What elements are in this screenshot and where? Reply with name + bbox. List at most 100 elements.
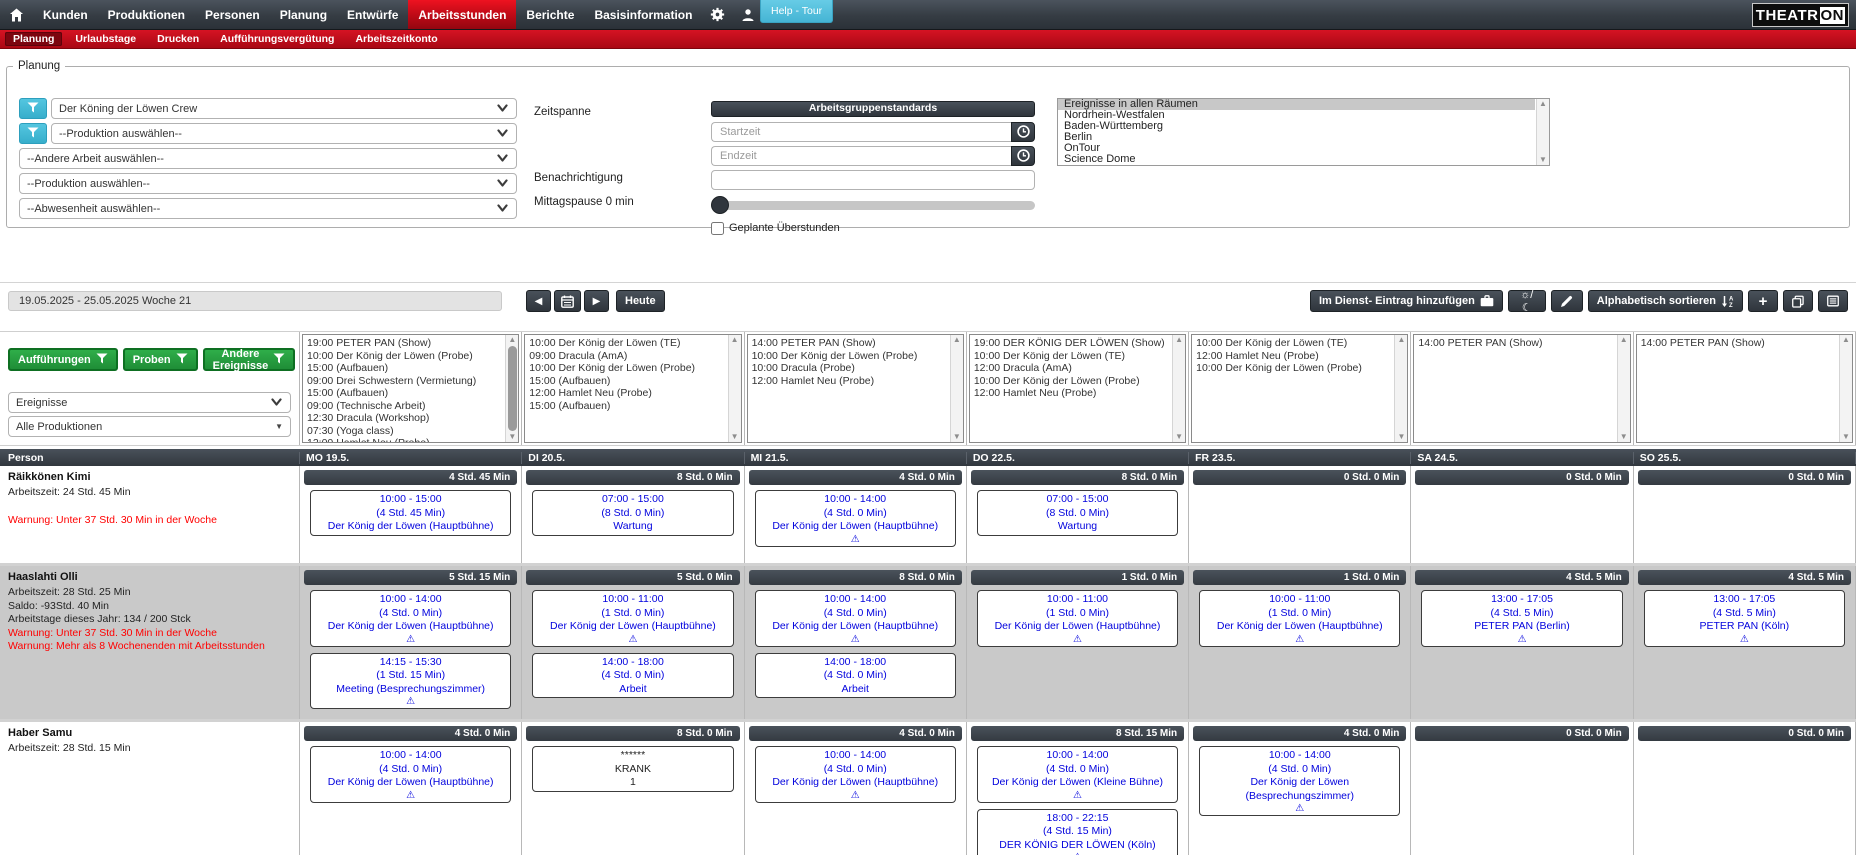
event-list-item[interactable]: 09:00 (Technische Arbeit): [307, 399, 426, 412]
schedule-entry[interactable]: 10:00 - 14:00 (4 Std. 0 Min) Der König der…: [754, 746, 956, 803]
scroll-up-icon[interactable]: ▲: [1539, 99, 1547, 108]
schedule-entry[interactable]: 10:00 - 14:00 (4 Std. 0 Min) Der König der…: [976, 746, 1179, 803]
subnav-item-drucken[interactable]: Drucken: [157, 33, 200, 45]
scroll-down-icon[interactable]: ▼: [1619, 432, 1628, 441]
schedule-entry[interactable]: 10:00 - 15:00 (4 Std. 45 Min) Der König de…: [310, 490, 512, 536]
subnav-item-planung[interactable]: Planung: [5, 32, 63, 46]
event-list-scrollbar[interactable]: ▲ ▼: [1394, 335, 1408, 442]
ueberstunden-checkbox[interactable]: [711, 221, 724, 235]
schedule-entry[interactable]: 14:00 - 18:00 (4 Std. 0 Min) Arbeit: [754, 652, 956, 698]
scroll-down-icon[interactable]: ▼: [952, 432, 961, 441]
event-list-item[interactable]: 12:00 Dracula (AmA): [973, 362, 1072, 374]
select-1-produktion-auswählen[interactable]: --Produktion auswählen--: [51, 123, 517, 144]
event-list-item[interactable]: 12:00 Hamlet Neu (Probe): [751, 374, 875, 387]
benachrichtigung-input[interactable]: [711, 169, 1035, 190]
endzeit-clock-icon[interactable]: [1011, 145, 1035, 166]
event-list-item[interactable]: 12:00 Hamlet Neu (Probe): [529, 387, 652, 399]
filter-icon-button[interactable]: [19, 123, 47, 144]
add-duty-entry-button[interactable]: Im Dienst- Eintrag hinzufügen: [1309, 290, 1503, 312]
day-event-listbox[interactable]: 14:00 PETER PAN (Show) 10:00 Der König de…: [746, 334, 964, 443]
subnav-item-urlaubstage[interactable]: Urlaubstage: [75, 33, 137, 45]
schedule-entry[interactable]: 10:00 - 14:00 (4 Std. 0 Min) Der König der…: [754, 490, 956, 547]
schedule-entry[interactable]: 10:00 - 14:00 (4 Std. 0 Min) Der König der…: [310, 746, 512, 803]
schedule-entry[interactable]: 10:00 - 11:00 (1 Std. 0 Min) Der König der…: [976, 590, 1179, 647]
schedule-entry[interactable]: 14:00 - 18:00 (4 Std. 0 Min) Arbeit: [532, 652, 734, 698]
scroll-up-icon[interactable]: ▲: [1619, 335, 1628, 344]
day-night-toggle-button[interactable]: ☼/☾: [1507, 289, 1546, 314]
schedule-entry[interactable]: 10:00 - 14:00 (4 Std. 0 Min) Der König der…: [1199, 746, 1401, 816]
schedule-entry[interactable]: 10:00 - 11:00 (1 Std. 0 Min) Der König der…: [532, 590, 734, 647]
event-list-item[interactable]: 10:00 Der König der Löwen (Probe): [1196, 362, 1362, 374]
scroll-up-icon[interactable]: ▲: [1175, 335, 1184, 344]
event-list-item[interactable]: 10:00 Der König der Löwen (TE): [529, 337, 681, 349]
select-3-produktion-auswählen[interactable]: --Produktion auswählen--: [19, 173, 517, 194]
event-list-item[interactable]: 15:00 (Aufbauen): [529, 374, 611, 387]
schedule-entry[interactable]: 18:00 - 22:15 (4 Std. 15 Min) DER KÖNIG DE…: [976, 808, 1179, 855]
schedule-entry[interactable]: 14:15 - 15:30 (1 Std. 15 Min) Meeting (Bes…: [310, 652, 512, 709]
scroll-up-icon[interactable]: ▲: [1397, 335, 1406, 344]
event-list-item[interactable]: 12:00 Hamlet Neu (Probe): [1196, 349, 1319, 362]
room-option-ereignisse-in-allen-räumen[interactable]: Ereignisse in allen Räumen: [1058, 99, 1535, 110]
list-view-button[interactable]: [1818, 290, 1848, 312]
schedule-entry[interactable]: 13:00 - 17:05 (4 Std. 5 Min) PETER PAN (Kö…: [1643, 590, 1845, 647]
event-list-item[interactable]: 10:00 Der König der Löwen (TE): [1196, 337, 1348, 349]
prev-week-button[interactable]: ◀: [526, 290, 551, 312]
event-list-item[interactable]: 07:30 (Yoga class): [307, 424, 394, 437]
event-list-item[interactable]: 10:00 Der König der Löwen (Probe): [751, 349, 918, 362]
day-event-listbox[interactable]: 19:00 PETER PAN (Show) 10:00 Der König de…: [302, 334, 520, 443]
event-list-item[interactable]: 15:00 (Aufbauen): [529, 399, 611, 412]
scroll-down-icon[interactable]: ▼: [1175, 432, 1184, 441]
subnav-item-aufführungsvergütung[interactable]: Aufführungsvergütung: [220, 33, 335, 45]
nav-item-planung[interactable]: Planung: [279, 7, 328, 22]
filter-button-andere-ereignisse[interactable]: Andere Ereignisse: [202, 348, 296, 372]
nav-item-entwürfe[interactable]: Entwürfe: [347, 7, 399, 22]
event-list-item[interactable]: 14:00 PETER PAN (Show): [1418, 337, 1543, 349]
event-list-item[interactable]: 12:00 Hamlet Neu (Probe): [973, 387, 1097, 399]
day-event-listbox[interactable]: 10:00 Der König der Löwen (TE) 09:00 Drac…: [524, 334, 742, 443]
home-icon[interactable]: [0, 0, 33, 29]
nav-item-kunden[interactable]: Kunden: [43, 7, 88, 22]
user-icon[interactable]: [733, 0, 763, 29]
schedule-entry[interactable]: 07:00 - 15:00 (8 Std. 0 Min) Wartung: [532, 490, 734, 536]
schedule-entry[interactable]: 10:00 - 14:00 (4 Std. 0 Min) Der König der…: [310, 590, 512, 647]
schedule-entry[interactable]: 07:00 - 15:00 (8 Std. 0 Min) Wartung: [976, 490, 1179, 536]
event-list-scrollbar[interactable]: ▲ ▼: [1838, 335, 1852, 442]
event-list-item[interactable]: 10:00 Der König der Löwen (Probe): [307, 349, 473, 362]
schedule-entry[interactable]: 10:00 - 11:00 (1 Std. 0 Min) Der König der…: [1199, 590, 1401, 647]
event-list-scrollbar[interactable]: ▲ ▼: [505, 335, 519, 442]
nav-item-produktionen[interactable]: Produktionen: [107, 7, 186, 22]
day-event-listbox[interactable]: 10:00 Der König der Löwen (TE) 12:00 Haml…: [1191, 334, 1409, 443]
scroll-down-icon[interactable]: ▼: [508, 432, 517, 441]
event-list-scrollbar[interactable]: ▲ ▼: [727, 335, 741, 442]
help-tour-button[interactable]: Help - Tour: [760, 0, 834, 23]
select-2-andere-arbeit-auswählen[interactable]: --Andere Arbeit auswählen--: [19, 148, 517, 169]
day-event-listbox[interactable]: 19:00 DER KÖNIG DER LÖWEN (Show) 10:00 De…: [968, 334, 1187, 443]
subnav-item-arbeitszeitkonto[interactable]: Arbeitszeitkonto: [355, 33, 438, 45]
room-option-science-dome[interactable]: Science Dome: [1064, 153, 1136, 165]
scroll-down-icon[interactable]: ▼: [730, 432, 739, 441]
scroll-up-icon[interactable]: ▲: [1842, 335, 1850, 344]
event-list-item[interactable]: 09:00 Drei Schwestern (Vermietung): [307, 374, 477, 387]
slider-track[interactable]: [711, 200, 1035, 210]
day-event-listbox[interactable]: 14:00 PETER PAN (Show) ▲ ▼: [1413, 334, 1631, 443]
event-list-item[interactable]: 10:00 Dracula (Probe): [751, 362, 855, 374]
scrollbar-thumb[interactable]: [507, 346, 517, 431]
event-list-item[interactable]: 19:00 PETER PAN (Show): [307, 337, 432, 349]
endzeit-input[interactable]: [711, 145, 1011, 166]
nav-item-berichte[interactable]: Berichte: [526, 7, 575, 22]
event-list-item[interactable]: 12:30 Dracula (Workshop): [307, 412, 430, 424]
room-option-nordrhein-westfalen[interactable]: Nordrhein-Westfalen: [1064, 109, 1165, 121]
startzeit-input[interactable]: [711, 121, 1011, 142]
scroll-down-icon[interactable]: ▼: [1397, 432, 1406, 441]
edit-button[interactable]: [1550, 290, 1583, 312]
rooms-listbox[interactable]: Ereignisse in allen Räumen Nordrhein-West…: [1057, 98, 1550, 166]
event-list-item[interactable]: 14:00 PETER PAN (Show): [751, 337, 876, 349]
event-list-item[interactable]: 15:00 (Aufbauen): [307, 362, 389, 374]
room-option-baden-württemberg[interactable]: Baden-Württemberg: [1064, 120, 1164, 132]
event-list-item[interactable]: 15:00 (Aufbauen): [307, 387, 389, 399]
schedule-entry[interactable]: 10:00 - 14:00 (4 Std. 0 Min) Der König der…: [754, 590, 956, 647]
scroll-up-icon[interactable]: ▲: [730, 335, 739, 344]
produktionen-select[interactable]: Alle Produktionen ▼: [8, 416, 291, 437]
event-list-item[interactable]: 10:00 Der König der Löwen (TE): [973, 349, 1126, 362]
